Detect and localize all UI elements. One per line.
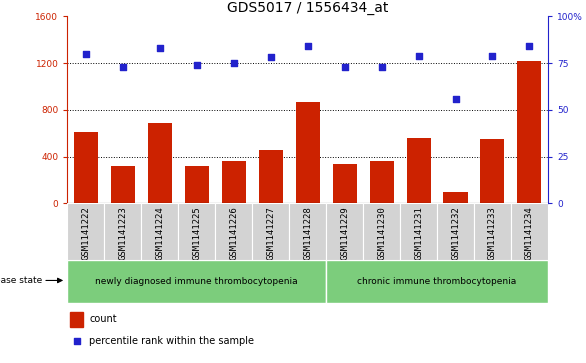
Text: GSM1141234: GSM1141234: [525, 206, 534, 260]
Bar: [400, 203, 437, 260]
Point: [377, 64, 386, 70]
Text: GSM1141226: GSM1141226: [229, 206, 239, 260]
Text: GSM1141225: GSM1141225: [192, 206, 201, 260]
Text: chronic immune thrombocytopenia: chronic immune thrombocytopenia: [357, 277, 517, 286]
Text: GSM1141230: GSM1141230: [377, 206, 386, 260]
Bar: [326, 203, 363, 260]
Bar: [444, 192, 468, 203]
Bar: [474, 203, 511, 260]
Bar: [517, 61, 541, 203]
Bar: [289, 203, 326, 260]
Bar: [326, 260, 548, 303]
Point: [266, 54, 275, 60]
Bar: [481, 139, 505, 203]
Bar: [104, 203, 141, 260]
Point: [72, 338, 81, 344]
Bar: [215, 203, 252, 260]
Point: [451, 96, 460, 102]
Text: GSM1141222: GSM1141222: [81, 206, 90, 260]
Text: percentile rank within the sample: percentile rank within the sample: [89, 336, 254, 346]
Bar: [178, 203, 215, 260]
Text: GSM1141231: GSM1141231: [414, 206, 423, 260]
Point: [303, 43, 312, 49]
Bar: [185, 166, 209, 203]
Bar: [407, 138, 431, 203]
Bar: [67, 203, 104, 260]
Bar: [252, 203, 289, 260]
Text: GSM1141228: GSM1141228: [303, 206, 312, 260]
Text: GSM1141232: GSM1141232: [451, 206, 460, 260]
Text: newly diagnosed immune thrombocytopenia: newly diagnosed immune thrombocytopenia: [96, 277, 298, 286]
Bar: [511, 203, 548, 260]
Bar: [111, 166, 135, 203]
Title: GDS5017 / 1556434_at: GDS5017 / 1556434_at: [227, 1, 389, 15]
Text: GSM1141223: GSM1141223: [118, 206, 127, 260]
Bar: [148, 123, 172, 203]
Bar: [363, 203, 400, 260]
Point: [524, 43, 534, 49]
Bar: [258, 150, 282, 203]
Bar: [74, 132, 98, 203]
Point: [192, 62, 202, 68]
Text: disease state: disease state: [0, 276, 42, 285]
Text: GSM1141229: GSM1141229: [340, 206, 349, 260]
Point: [340, 64, 349, 70]
Bar: [222, 161, 246, 203]
Bar: [141, 203, 178, 260]
Point: [229, 60, 239, 66]
Text: GSM1141227: GSM1141227: [266, 206, 275, 260]
Text: GSM1141224: GSM1141224: [155, 206, 164, 260]
Bar: [333, 164, 357, 203]
Bar: [437, 203, 474, 260]
Point: [118, 64, 128, 70]
Bar: [67, 260, 326, 303]
Text: GSM1141233: GSM1141233: [488, 206, 497, 260]
Point: [414, 53, 423, 58]
Point: [155, 45, 165, 51]
Bar: [370, 161, 394, 203]
Point: [488, 53, 497, 58]
Text: count: count: [89, 314, 117, 325]
Bar: [296, 102, 320, 203]
Point: [81, 51, 91, 57]
Bar: [70, 311, 83, 327]
